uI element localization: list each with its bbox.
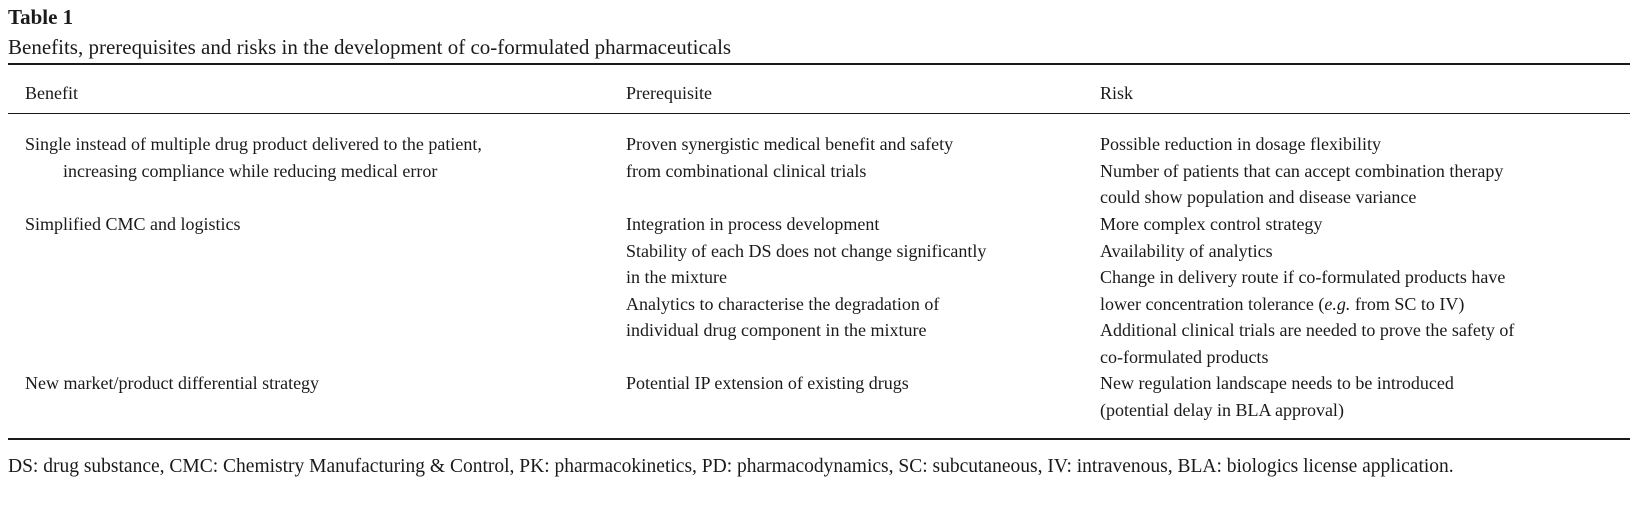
row-2-prerequisite-line: Stability of each DS does not change sig…: [626, 240, 987, 261]
row-3-risk-cell: New regulation landscape needs to be int…: [1100, 370, 1454, 423]
row-2-prerequisite-cell: Integration in process development Stabi…: [626, 211, 986, 344]
row-2-prerequisite-line: Analytics to characterise the degradatio…: [626, 293, 940, 314]
row-1-risk-line: could show population and disease varian…: [1100, 187, 1417, 207]
row-1-risk-cell: Possible reduction in dosage flexibility…: [1100, 131, 1503, 211]
table-caption: Benefits, prerequisites and risks in the…: [8, 35, 732, 59]
row-2-risk-line: More complex control strategy: [1100, 214, 1323, 234]
column-header-prerequisite: Prerequisite: [626, 83, 712, 103]
row-2-risk-line-with-italic: lower concentration tolerance (e.g. from…: [1100, 291, 1514, 318]
table-bottom-rule: [8, 438, 1630, 440]
row-2-benefit-line: Simplified CMC and logistics: [25, 214, 241, 234]
row-2-risk-line: co-formulated products: [1100, 346, 1269, 367]
row-2-prerequisite-line: Integration in process development: [626, 214, 880, 234]
row-3-benefit-cell: New market/product differential strategy: [25, 370, 319, 397]
risk-text-italic-segment: e.g.: [1324, 293, 1351, 314]
row-1-risk-line: Number of patients that can accept combi…: [1100, 160, 1504, 181]
row-2-risk-line: Additional clinical trials are needed to…: [1100, 320, 1515, 340]
row-3-prerequisite-cell: Potential IP extension of existing drugs: [626, 370, 909, 397]
column-header-benefit: Benefit: [25, 83, 78, 103]
row-3-benefit-line: New market/product differential strategy: [25, 373, 320, 393]
row-1-prerequisite-cell: Proven synergistic medical benefit and s…: [626, 131, 953, 184]
row-2-risk-line: Change in delivery route if co-formulate…: [1100, 267, 1506, 287]
table-top-rule: [8, 63, 1630, 65]
row-1-benefit-line: increasing compliance while reducing med…: [63, 160, 438, 181]
header-rule: [8, 113, 1630, 114]
row-1-risk-line: Possible reduction in dosage flexibility: [1100, 134, 1381, 154]
table-footnote: DS: drug substance, CMC: Chemistry Manuf…: [8, 456, 1454, 477]
row-3-risk-line: (potential delay in BLA approval): [1100, 399, 1344, 420]
row-1-prerequisite-line: Proven synergistic medical benefit and s…: [626, 134, 954, 154]
row-1-benefit-line: Single instead of multiple drug product …: [25, 134, 482, 154]
row-2-risk-line: Availability of analytics: [1100, 240, 1273, 261]
column-header-risk: Risk: [1100, 83, 1134, 103]
row-2-prerequisite-line: individual drug component in the mixture: [626, 320, 927, 340]
row-3-risk-line: New regulation landscape needs to be int…: [1100, 373, 1454, 393]
table-label: Table 1: [8, 5, 74, 29]
row-2-benefit-cell: Simplified CMC and logistics: [25, 211, 241, 238]
risk-text-segment: from SC to IV): [1350, 293, 1465, 314]
risk-text-segment: lower concentration tolerance (: [1100, 293, 1325, 314]
row-1-benefit-cell: Single instead of multiple drug product …: [25, 131, 482, 184]
row-2-prerequisite-line: in the mixture: [626, 267, 727, 287]
row-1-prerequisite-line: from combinational clinical trials: [626, 160, 867, 181]
row-2-risk-cell: More complex control strategy Availabili…: [1100, 211, 1514, 370]
row-3-prerequisite-line: Potential IP extension of existing drugs: [626, 373, 909, 393]
